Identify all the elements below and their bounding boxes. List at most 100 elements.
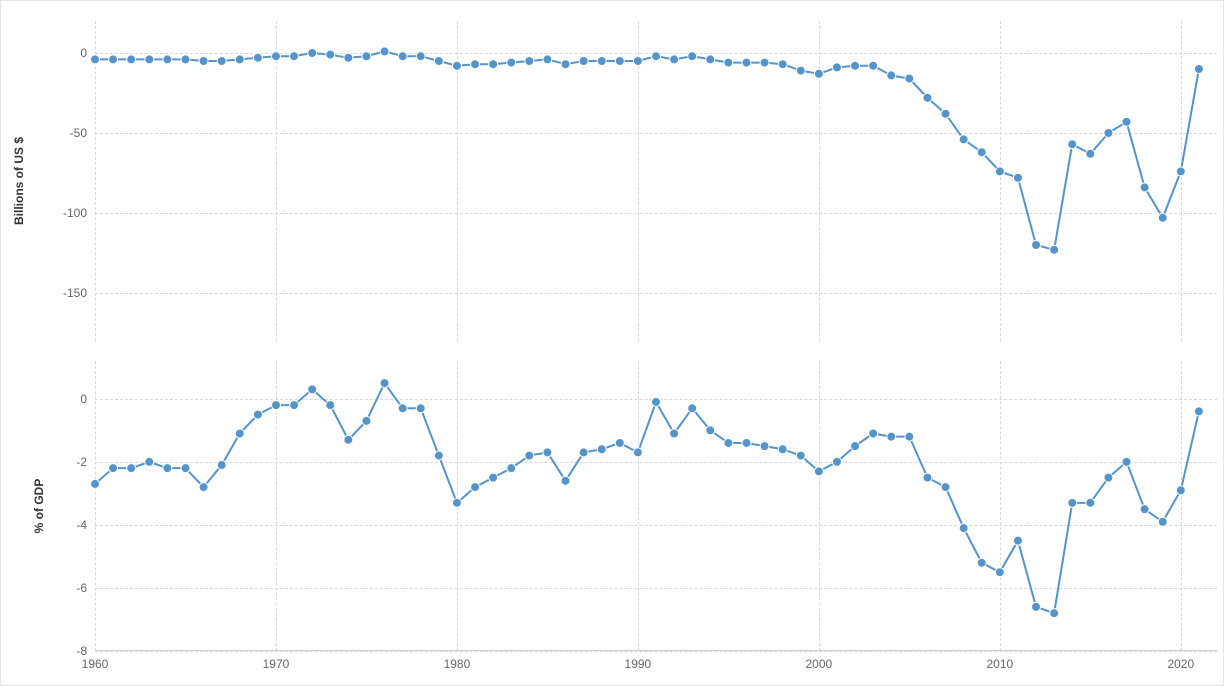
data-point[interactable] xyxy=(109,55,118,64)
data-point[interactable] xyxy=(633,448,642,457)
data-point[interactable] xyxy=(814,467,823,476)
data-point[interactable] xyxy=(507,58,516,67)
data-point[interactable] xyxy=(760,442,769,451)
data-point[interactable] xyxy=(1050,609,1059,618)
data-point[interactable] xyxy=(362,52,371,61)
data-point[interactable] xyxy=(398,404,407,413)
data-point[interactable] xyxy=(1194,65,1203,74)
data-point[interactable] xyxy=(145,457,154,466)
data-point[interactable] xyxy=(1194,407,1203,416)
data-point[interactable] xyxy=(543,448,552,457)
data-point[interactable] xyxy=(1086,498,1095,507)
data-point[interactable] xyxy=(633,57,642,66)
data-point[interactable] xyxy=(760,58,769,67)
data-point[interactable] xyxy=(398,52,407,61)
data-point[interactable] xyxy=(688,404,697,413)
data-point[interactable] xyxy=(452,61,461,70)
data-point[interactable] xyxy=(941,483,950,492)
data-point[interactable] xyxy=(796,451,805,460)
data-point[interactable] xyxy=(579,448,588,457)
data-point[interactable] xyxy=(181,55,190,64)
data-point[interactable] xyxy=(235,55,244,64)
data-point[interactable] xyxy=(652,52,661,61)
data-point[interactable] xyxy=(308,49,317,58)
data-point[interactable] xyxy=(1032,602,1041,611)
data-point[interactable] xyxy=(109,464,118,473)
data-point[interactable] xyxy=(362,416,371,425)
data-point[interactable] xyxy=(597,445,606,454)
data-point[interactable] xyxy=(253,410,262,419)
data-point[interactable] xyxy=(1122,117,1131,126)
data-point[interactable] xyxy=(1158,213,1167,222)
data-point[interactable] xyxy=(742,438,751,447)
data-point[interactable] xyxy=(724,58,733,67)
data-point[interactable] xyxy=(869,429,878,438)
data-point[interactable] xyxy=(905,432,914,441)
bottom-chart-plot[interactable]: 0-2-4-6-81960197019801990200020102020 xyxy=(95,361,1217,651)
data-point[interactable] xyxy=(235,429,244,438)
data-point[interactable] xyxy=(851,442,860,451)
data-point[interactable] xyxy=(742,58,751,67)
data-point[interactable] xyxy=(778,60,787,69)
data-point[interactable] xyxy=(1158,517,1167,526)
data-point[interactable] xyxy=(670,55,679,64)
data-point[interactable] xyxy=(525,57,534,66)
data-point[interactable] xyxy=(887,71,896,80)
data-point[interactable] xyxy=(959,135,968,144)
data-point[interactable] xyxy=(688,52,697,61)
data-point[interactable] xyxy=(959,524,968,533)
data-point[interactable] xyxy=(416,404,425,413)
data-point[interactable] xyxy=(670,429,679,438)
data-point[interactable] xyxy=(326,401,335,410)
data-point[interactable] xyxy=(308,385,317,394)
data-point[interactable] xyxy=(1176,167,1185,176)
data-point[interactable] xyxy=(832,63,841,72)
data-point[interactable] xyxy=(271,401,280,410)
data-point[interactable] xyxy=(995,568,1004,577)
data-point[interactable] xyxy=(489,60,498,69)
data-point[interactable] xyxy=(615,57,624,66)
data-point[interactable] xyxy=(1086,149,1095,158)
data-point[interactable] xyxy=(163,55,172,64)
data-point[interactable] xyxy=(217,57,226,66)
data-point[interactable] xyxy=(923,93,932,102)
data-point[interactable] xyxy=(869,61,878,70)
data-point[interactable] xyxy=(380,47,389,56)
data-point[interactable] xyxy=(1032,241,1041,250)
data-point[interactable] xyxy=(344,53,353,62)
data-point[interactable] xyxy=(471,60,480,69)
data-point[interactable] xyxy=(1104,473,1113,482)
data-point[interactable] xyxy=(290,52,299,61)
data-point[interactable] xyxy=(977,148,986,157)
data-point[interactable] xyxy=(199,57,208,66)
data-point[interactable] xyxy=(941,109,950,118)
data-point[interactable] xyxy=(290,401,299,410)
data-point[interactable] xyxy=(814,69,823,78)
data-point[interactable] xyxy=(1050,245,1059,254)
data-point[interactable] xyxy=(724,438,733,447)
data-point[interactable] xyxy=(887,432,896,441)
data-point[interactable] xyxy=(145,55,154,64)
data-point[interactable] xyxy=(471,483,480,492)
data-point[interactable] xyxy=(452,498,461,507)
data-point[interactable] xyxy=(923,473,932,482)
data-point[interactable] xyxy=(851,61,860,70)
data-point[interactable] xyxy=(163,464,172,473)
data-point[interactable] xyxy=(1104,129,1113,138)
data-point[interactable] xyxy=(525,451,534,460)
data-point[interactable] xyxy=(977,558,986,567)
data-point[interactable] xyxy=(434,451,443,460)
data-point[interactable] xyxy=(91,55,100,64)
data-point[interactable] xyxy=(199,483,208,492)
data-point[interactable] xyxy=(1013,536,1022,545)
data-point[interactable] xyxy=(434,57,443,66)
data-point[interactable] xyxy=(1122,457,1131,466)
data-point[interactable] xyxy=(380,379,389,388)
data-point[interactable] xyxy=(832,457,841,466)
top-chart-plot[interactable]: 0-50-100-150 xyxy=(95,21,1217,341)
data-point[interactable] xyxy=(271,52,280,61)
data-point[interactable] xyxy=(253,53,262,62)
data-point[interactable] xyxy=(995,167,1004,176)
data-point[interactable] xyxy=(561,60,570,69)
data-point[interactable] xyxy=(561,476,570,485)
